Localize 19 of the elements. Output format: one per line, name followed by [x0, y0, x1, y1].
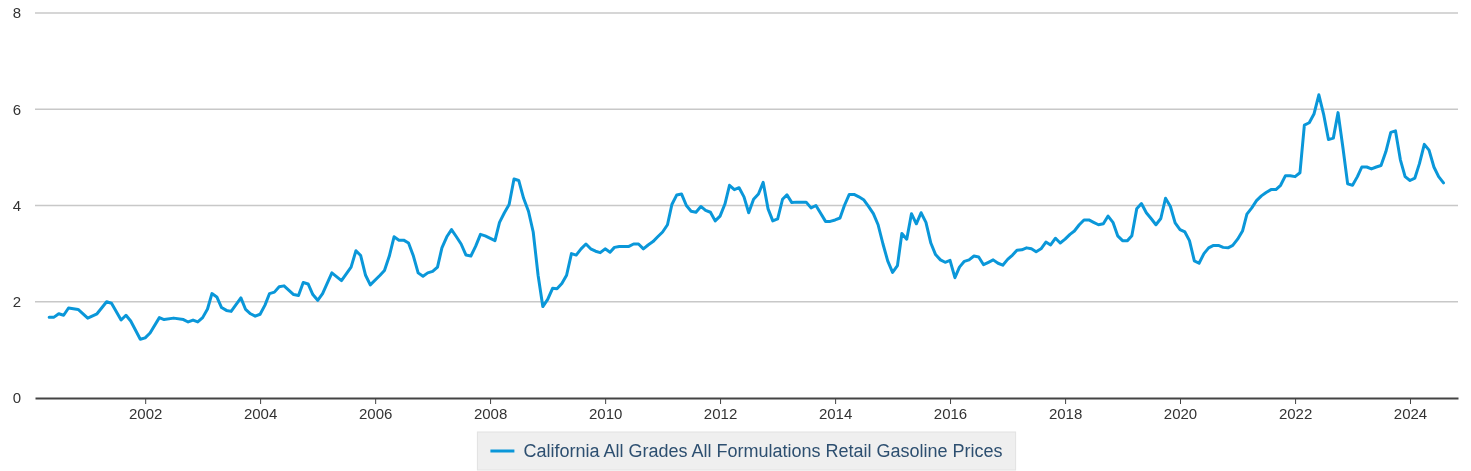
- x-tick-label: 2016: [933, 404, 968, 422]
- x-tick-label: 2018: [1048, 404, 1083, 422]
- x-tick-label: 2012: [703, 404, 738, 422]
- y-tick-label: 2: [12, 293, 21, 311]
- line-series: [47, 93, 1446, 341]
- x-tick-label: 2008: [473, 404, 508, 422]
- x-tick-label: 2014: [818, 404, 853, 422]
- legend-label: California All Grades All Formulations Retail Gasoline Prices: [523, 441, 1003, 461]
- x-tick-label: 2022: [1278, 404, 1313, 422]
- x-tick-label: 2006: [358, 404, 393, 422]
- x-tick-label: 2020: [1163, 404, 1198, 422]
- y-tick-label: 8: [12, 4, 21, 22]
- x-tick-label: 2024: [1393, 404, 1428, 422]
- y-tick-label: 0: [12, 389, 21, 407]
- y-tick-label: 4: [12, 196, 21, 214]
- x-tick-label: 2002: [129, 404, 163, 422]
- x-tick-label: 2004: [243, 404, 278, 422]
- x-tick-label: 2010: [588, 404, 623, 422]
- y-tick-label: 6: [12, 100, 21, 118]
